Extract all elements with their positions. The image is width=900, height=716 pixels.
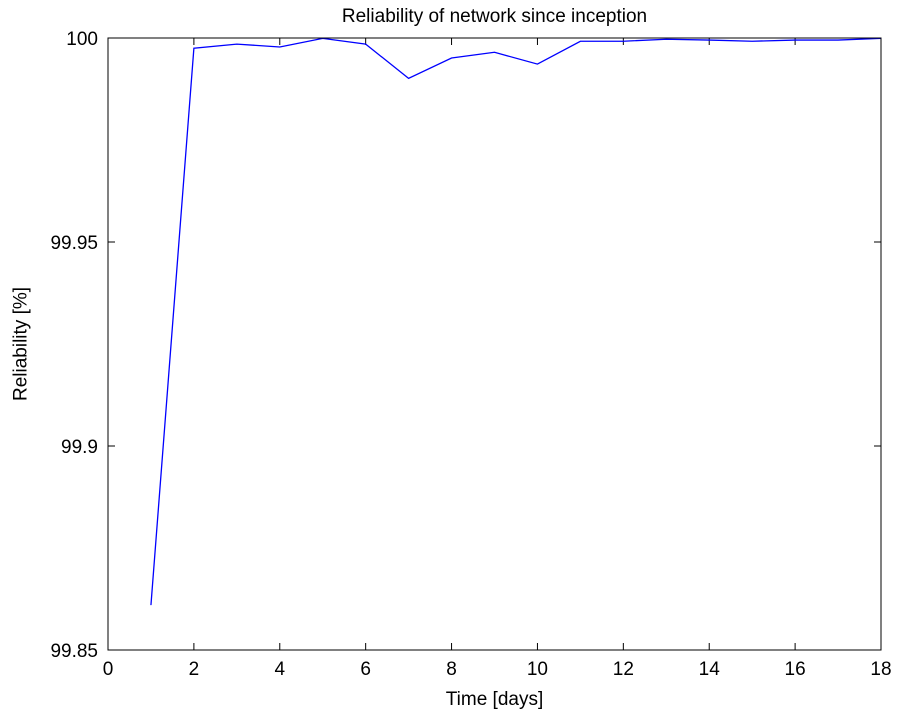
tick-labels: 0 2 4 6 8 10 12 14 16 18 99.85 99.9 99.95 100 [50, 29, 891, 680]
x-tick-label: 14 [699, 659, 721, 680]
x-tick-label: 6 [360, 659, 371, 680]
chart-title: Reliability of network since inception [342, 6, 647, 27]
x-tick-label: 12 [613, 659, 634, 680]
series-line [150, 37, 882, 606]
x-tick-label: 10 [527, 659, 548, 680]
y-axis-label: Reliability [%] [11, 287, 32, 401]
y-tick-label: 99.9 [61, 437, 98, 458]
x-tick-label: 4 [274, 659, 285, 680]
x-tick-label: 18 [870, 659, 891, 680]
axes-frame [107, 37, 882, 651]
y-tick-label: 100 [66, 29, 98, 50]
x-tick-label: 16 [785, 659, 806, 680]
x-tick-label: 8 [446, 659, 457, 680]
y-tick-label: 99.95 [50, 233, 98, 254]
plot-area [108, 38, 881, 650]
y-tick-label: 99.85 [50, 641, 98, 662]
x-tick-label: 2 [189, 659, 200, 680]
x-tick-label: 0 [103, 659, 114, 680]
series-layer [150, 37, 882, 606]
x-axis-label: Time [days] [446, 689, 544, 710]
